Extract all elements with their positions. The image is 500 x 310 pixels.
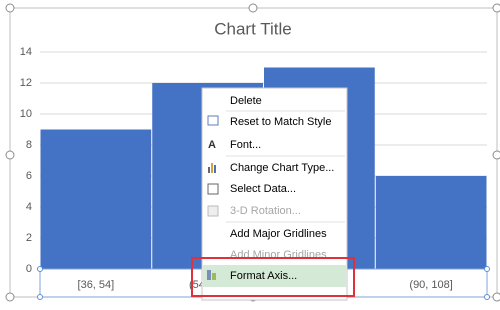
y-tick-label: 2 <box>26 232 32 244</box>
axis-handle <box>484 266 490 272</box>
annotation-box <box>191 257 355 297</box>
icon-font: A <box>208 139 216 151</box>
axis-handle <box>484 294 490 300</box>
axis-handle <box>37 266 43 272</box>
chart-handle[interactable] <box>492 3 500 13</box>
bar[interactable] <box>40 129 152 270</box>
icon-chart-type <box>208 163 216 173</box>
icon-rotation <box>207 205 219 217</box>
menu-highlight <box>203 265 346 287</box>
menu-item[interactable]: Change Chart Type... <box>230 162 334 174</box>
x-tick-label: (90, 108] <box>409 279 452 291</box>
menu-item[interactable]: Delete <box>230 95 262 107</box>
chart-handle[interactable] <box>248 3 258 13</box>
y-tick-label: 4 <box>26 201 32 213</box>
menu-item[interactable]: Add Minor Gridlines <box>230 249 327 261</box>
context-menu: A Delete Reset to Match Style Font... Ch… <box>201 87 348 301</box>
menu-item[interactable]: Format Axis... <box>230 270 297 282</box>
y-tick-label: 0 <box>26 263 32 275</box>
y-tick-label: 14 <box>20 46 32 58</box>
chart-handle[interactable] <box>492 292 500 302</box>
chart-handle[interactable] <box>5 292 15 302</box>
chart-handle[interactable] <box>5 150 15 160</box>
y-tick-label: 10 <box>20 108 32 120</box>
menu-item[interactable]: Reset to Match Style <box>230 116 332 128</box>
menu-item[interactable]: Font... <box>230 139 261 151</box>
chart-handle[interactable] <box>5 3 15 13</box>
bar[interactable] <box>375 176 487 269</box>
y-tick-label: 12 <box>20 77 32 89</box>
menu-panel <box>201 87 348 301</box>
menu-item[interactable]: Select Data... <box>230 183 296 195</box>
y-tick-label: 6 <box>26 170 32 182</box>
icon-select-data <box>207 183 219 195</box>
icon-format-axis <box>207 270 216 280</box>
axis-handle <box>37 294 43 300</box>
chart-title[interactable]: Chart Title <box>214 19 291 38</box>
icon-reset <box>207 115 219 126</box>
menu-item: 3-D Rotation... <box>230 205 301 217</box>
chart-handle[interactable] <box>492 150 500 160</box>
x-tick-label: [36, 54] <box>78 279 115 291</box>
y-tick-label: 8 <box>26 139 32 151</box>
menu-item[interactable]: Add Major Gridlines <box>230 228 327 240</box>
